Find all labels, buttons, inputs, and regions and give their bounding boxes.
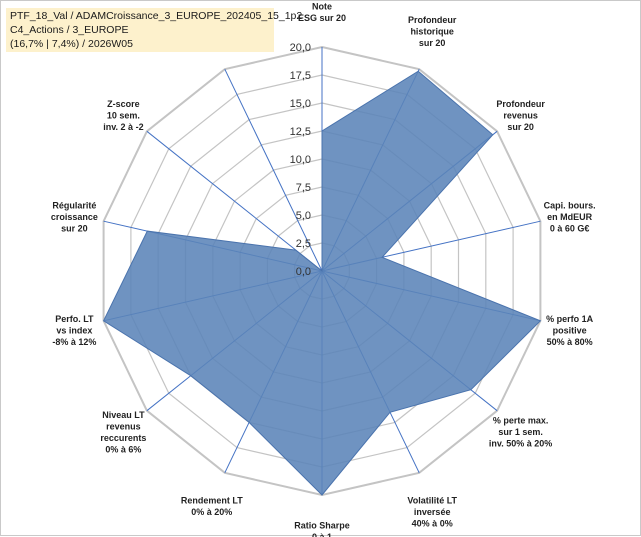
- axis-label: sur 1 sem.: [498, 427, 543, 437]
- tick-label: 0,0: [296, 266, 311, 278]
- axis-label: 0% à 20%: [191, 507, 232, 517]
- axis-label: revenus: [106, 421, 141, 431]
- tick-label: 20,0: [290, 42, 311, 54]
- axis-label: sur 20: [507, 122, 534, 132]
- axis-label: Perfo. LT: [55, 314, 94, 324]
- axis-label: 0 à 60 G€: [550, 224, 590, 234]
- axis-label: 50% à 80%: [547, 337, 593, 347]
- axis-label: Note: [312, 2, 332, 12]
- axis-label: inv. 2 à -2: [103, 122, 143, 132]
- axis-label: croissance: [51, 212, 98, 222]
- tick-label: 2,5: [296, 238, 311, 250]
- axis-label: Volatilité LT: [407, 495, 457, 505]
- axis-label: -8% à 12%: [52, 337, 96, 347]
- axis-label: Rendement LT: [181, 495, 243, 505]
- title-line-3: (16,7% | 7,4%) / 2026W05: [10, 37, 270, 51]
- axis-label: Régularité: [52, 201, 96, 211]
- title-line-1: PTF_18_Val / ADAMCroissance_3_EUROPE_202…: [10, 9, 270, 23]
- axis-label: Ratio Sharpe: [294, 521, 350, 531]
- axis-label: % perfo 1A: [546, 314, 594, 324]
- axis-label: 10 sem.: [107, 110, 140, 120]
- series-layer: [104, 71, 541, 495]
- axis-label: en MdEUR: [547, 212, 593, 222]
- axis-label: sur 20: [419, 38, 446, 48]
- tick-label: 5,0: [296, 210, 311, 222]
- axis-label: revenus: [503, 110, 538, 120]
- axis-label: reccurents: [100, 433, 146, 443]
- axis-label: Capi. bours.: [544, 201, 596, 211]
- data-series-area: [104, 71, 541, 495]
- axis-label: inversée: [414, 507, 451, 517]
- axis-label: sur 20: [61, 224, 88, 234]
- chart-title-box: PTF_18_Val / ADAMCroissance_3_EUROPE_202…: [6, 8, 274, 52]
- tick-label: 10,0: [290, 154, 311, 166]
- axis-label: 40% à 0%: [412, 518, 453, 528]
- axis-label: Profondeur: [408, 15, 457, 25]
- tick-label: 12,5: [290, 126, 311, 138]
- axis-label: 0% à 6%: [105, 444, 141, 454]
- tick-label: 7,5: [296, 182, 311, 194]
- tick-label: 15,0: [290, 98, 311, 110]
- axis-label-group: Rendement LT 0% à 20%: [181, 495, 243, 517]
- axis-label: historique: [410, 27, 454, 37]
- axis-label: vs index: [56, 325, 92, 335]
- axis-label: Z-score: [107, 99, 140, 109]
- axis-label: positive: [553, 325, 587, 335]
- axis-label-group: Capi. bours.en MdEUR 0 à 60 G€: [544, 201, 596, 234]
- axis-label: 0 à 1: [312, 532, 332, 537]
- axis-label: % perte max.: [493, 416, 549, 426]
- title-line-2: C4_Actions / 3_EUROPE: [10, 23, 270, 37]
- axis-label: Niveau LT: [102, 410, 145, 420]
- tick-layer: 0,0 2,5 5,0 7,5 10,0 12,5 15,0 17,5 20,0: [290, 42, 311, 278]
- axis-label: inv. 50% à 20%: [489, 439, 552, 449]
- axis-label-group: % perte max.sur 1 sem. inv. 50% à 20%: [489, 416, 552, 449]
- axis-label: Profondeur: [496, 99, 545, 109]
- tick-label: 17,5: [290, 70, 311, 82]
- axis-label: ESG sur 20: [298, 13, 346, 23]
